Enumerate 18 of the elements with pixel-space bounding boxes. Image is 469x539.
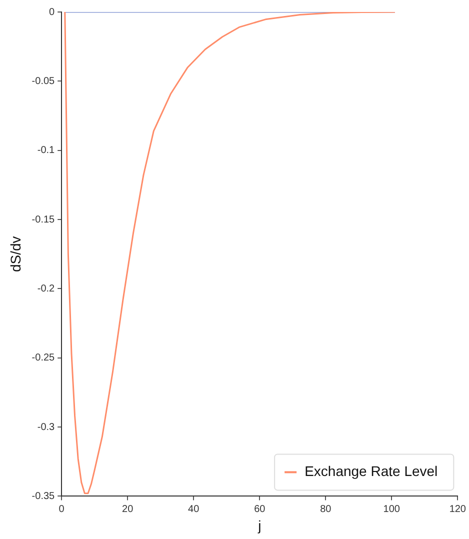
y-axis-title: dS/dv <box>7 236 24 272</box>
x-tick-label: 20 <box>122 504 134 515</box>
x-axis-title: j <box>257 517 262 534</box>
legend-label: Exchange Rate Level <box>304 463 438 480</box>
y-tick-label: 0 <box>49 6 56 18</box>
x-tick-label: 60 <box>254 504 266 515</box>
y-tick-label: -0.25 <box>32 352 56 364</box>
y-tick-label: -0.3 <box>37 422 56 433</box>
x-tick-label: 100 <box>383 504 400 515</box>
x-tick-label: 0 <box>58 504 65 515</box>
y-tick-label: -0.05 <box>32 76 56 87</box>
x-tick-label: 120 <box>449 504 466 515</box>
y-tick-label: -0.1 <box>37 145 56 156</box>
y-tick-label: -0.35 <box>32 490 56 502</box>
x-tick-label: 80 <box>320 504 332 515</box>
x-tick-label: 40 <box>188 504 200 515</box>
y-tick-label: -0.2 <box>37 283 56 294</box>
y-tick-label: -0.15 <box>32 214 56 226</box>
